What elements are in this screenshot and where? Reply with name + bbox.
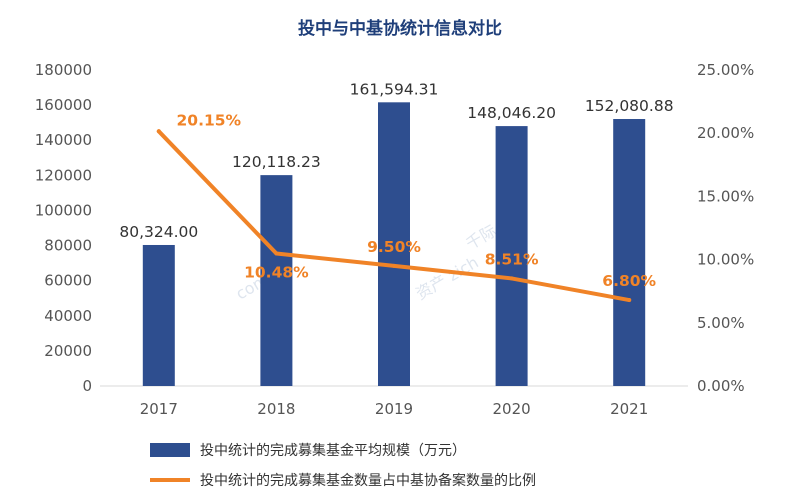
legend-bar-swatch [150, 443, 190, 457]
x-axis-tick-label: 2021 [610, 400, 648, 418]
right-axis-tick-label: 10.00% [697, 251, 754, 269]
x-axis-tick-label: 2018 [257, 400, 295, 418]
line-data-label: 8.51% [485, 250, 539, 268]
svg-text:千际: 千际 [463, 221, 500, 253]
left-axis-tick-label: 120000 [35, 166, 92, 184]
bar-data-label: 120,118.23 [232, 153, 321, 171]
chart-title: 投中与中基协统计信息对比 [298, 18, 502, 39]
line-data-label: 9.50% [367, 238, 421, 256]
legend: 投中统计的完成募集基金平均规模（万元） 投中统计的完成募集基金数量占中基协备案数… [150, 442, 536, 489]
line-point [156, 129, 161, 134]
line-data-label: 20.15% [177, 111, 242, 129]
right-axis-tick-label: 5.00% [697, 314, 745, 332]
line-series [156, 129, 632, 303]
bar [495, 126, 528, 386]
left-axis-tick-label: 40000 [44, 307, 92, 325]
legend-line-label: 投中统计的完成募集基金数量占中基协备案数量的比例 [200, 472, 536, 489]
x-axis: 2017 2018 2019 2020 2021 [100, 385, 688, 418]
left-axis-tick-label: 80000 [44, 237, 92, 255]
x-axis-tick-label: 2017 [140, 400, 178, 418]
left-axis-tick-label: 60000 [44, 272, 92, 290]
line-data-label: 6.80% [602, 272, 656, 290]
bar [142, 244, 175, 386]
left-axis-tick-label: 100000 [35, 201, 92, 219]
right-axis-tick-label: 20.00% [697, 124, 754, 142]
line-point [392, 263, 396, 268]
left-axis-tick-label: 180000 [35, 61, 92, 79]
left-axis-tick-label: 0 [82, 377, 92, 395]
line-point [274, 251, 279, 256]
bar-data-label: 148,046.20 [467, 104, 556, 122]
left-axis-tick-label: 20000 [44, 342, 92, 360]
bar [613, 119, 646, 387]
line-labels: 20.15% 10.48% 9.50% 8.51% 6.80% [177, 111, 657, 290]
right-axis-tick-label: 15.00% [697, 187, 754, 205]
bar-data-label: 152,080.88 [585, 97, 674, 115]
line-point [627, 298, 632, 303]
x-axis-tick-label: 2020 [493, 400, 531, 418]
bar [260, 175, 293, 386]
x-axis-tick-label: 2019 [375, 400, 413, 418]
legend-bar-label: 投中统计的完成募集基金平均规模（万元） [200, 442, 466, 459]
line-data-label: 10.48% [244, 264, 309, 282]
right-axis-tick-label: 25.00% [697, 61, 754, 79]
bar-labels: 80,324.00 120,118.23 161,594.31 148,046.20 1… [119, 80, 673, 241]
right-axis: 0.00% 5.00% 10.00% 15.00% 20.00% 25.00% [697, 61, 754, 395]
right-axis-tick-label: 0.00% [697, 377, 745, 395]
bar-data-label: 80,324.00 [119, 223, 198, 241]
left-axis: 0 20000 40000 60000 80000 100000 120000 140000 1… [35, 61, 92, 395]
bar [378, 102, 410, 387]
bar-series [142, 102, 646, 387]
left-axis-tick-label: 160000 [35, 96, 92, 114]
line-point [509, 276, 514, 281]
left-axis-tick-label: 140000 [35, 131, 92, 149]
bar-data-label: 161,594.31 [350, 80, 439, 98]
svg-text:资产 zich: 资产 zich [413, 253, 482, 304]
